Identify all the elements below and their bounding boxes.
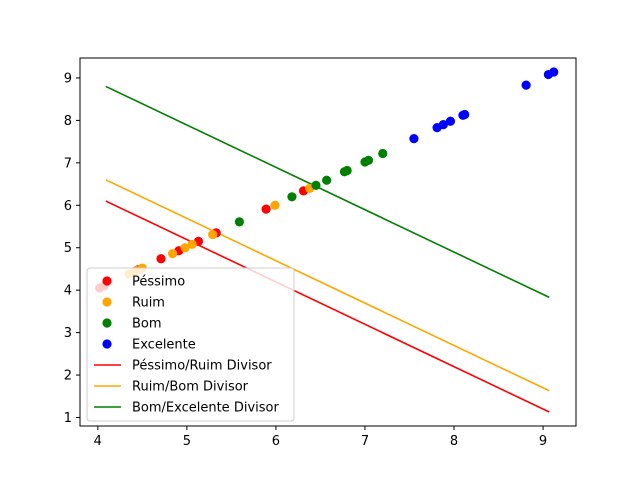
divisor-line-6 — [105, 85, 550, 299]
x-tick-label-1: 5 — [183, 434, 191, 449]
legend-label-4: Péssimo/Ruim Divisor — [132, 359, 272, 374]
x-tick-label-4: 8 — [450, 434, 458, 449]
legend-marker-3 — [102, 339, 112, 349]
legend-box — [86, 267, 295, 422]
scatter-point-2-7 — [363, 155, 374, 165]
divisor-line-4 — [105, 200, 550, 413]
scatter-point-1-5 — [187, 239, 197, 249]
y-tick-label-1: 2 — [64, 369, 72, 384]
y-tick-label-7: 8 — [64, 114, 72, 129]
axes: 4 5 6 7 8 9 1 2 3 4 5 6 7 8 9 — [64, 57, 577, 449]
y-tick-label-4: 5 — [64, 241, 72, 256]
legend-marker-0 — [102, 276, 112, 286]
scatter-point-3-6 — [521, 80, 531, 90]
scatter-point-1-7 — [270, 200, 280, 210]
x-tick-label-0: 4 — [94, 434, 102, 449]
scatter-point-2-2 — [311, 180, 321, 190]
scatter-point-2-0 — [234, 217, 244, 227]
y-tick-label-8: 9 — [64, 71, 72, 86]
y-tick-label-3: 4 — [64, 284, 72, 299]
legend-label-2: Bom — [132, 317, 162, 332]
legend-label-1: Ruim — [132, 296, 165, 311]
divisor-line-5 — [105, 179, 550, 392]
scatter-point-2-8 — [378, 148, 388, 159]
scatter-point-3-8 — [549, 67, 559, 77]
y-tick-label-2: 3 — [64, 326, 72, 341]
x-tick-label-3: 7 — [361, 434, 369, 449]
y-tick-label-5: 6 — [64, 199, 72, 214]
scatter-point-3-0 — [409, 134, 419, 144]
scatter-point-2-3 — [322, 175, 332, 185]
scatter-point-3-2 — [438, 120, 448, 130]
legend-marker-2 — [102, 318, 112, 328]
y-tick-label-6: 7 — [64, 156, 72, 171]
legend-label-3: Excelente — [132, 338, 196, 353]
legend-marker-1 — [102, 297, 112, 307]
legend-label-5: Ruim/Bom Divisor — [132, 380, 249, 395]
scatter-point-1-3 — [168, 249, 178, 259]
divisor-lines — [105, 85, 550, 413]
scatter-point-2-1 — [287, 192, 297, 202]
y-tick-label-0: 1 — [64, 411, 72, 426]
scatter-point-0-3 — [156, 254, 166, 264]
scatter-point-0-7 — [261, 204, 271, 214]
scatter-point-1-4 — [180, 243, 190, 253]
scatter-point-1-6 — [208, 229, 218, 240]
x-tick-label-5: 9 — [539, 434, 547, 449]
scatter-point-2-5 — [342, 165, 352, 176]
scatter-point-3-3 — [445, 116, 456, 126]
scatter-point-3-5 — [460, 109, 470, 120]
x-tick-label-2: 6 — [272, 434, 280, 449]
legend-label-0: Péssimo — [132, 275, 185, 290]
legend: Péssimo Ruim Bom Excelente Péssimo/Ruim Divi… — [86, 267, 295, 422]
axes-frame — [79, 57, 577, 427]
legend-label-6: Bom/Excelente Divisor — [132, 401, 279, 416]
